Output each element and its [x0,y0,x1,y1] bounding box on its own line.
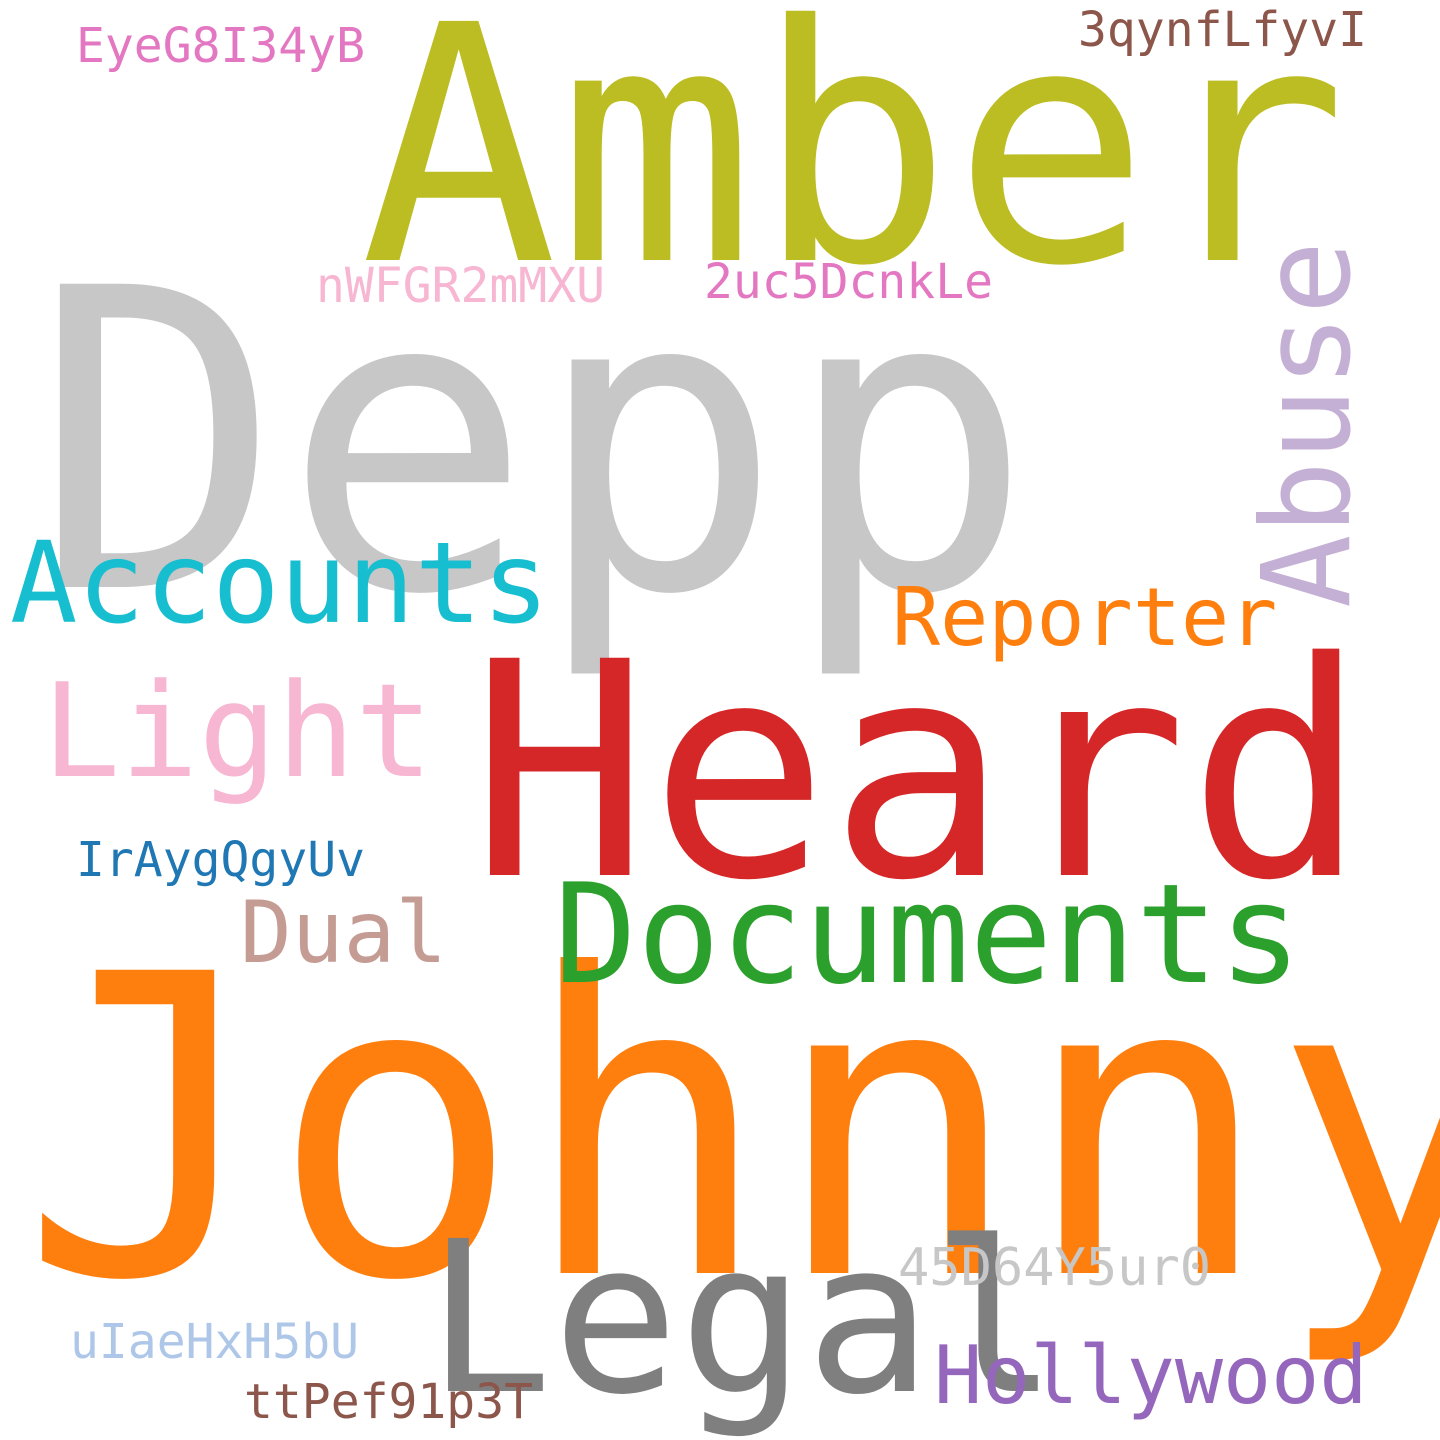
word-depp: Depp [32,202,1034,686]
word-iraygqgyuv: IrAygQgyUv [76,832,365,888]
word-uiaehxh5bu: uIaeHxH5bU [70,1314,359,1370]
word-ttpef91p3t: ttPef91p3T [244,1374,533,1430]
word-light: Light [42,655,434,807]
word-amber: Amber [360,0,1348,338]
word-abuse: Abuse [1236,240,1378,608]
word-hollywood: Hollywood [934,1329,1368,1422]
word-reporter: Reporter [892,571,1278,664]
word-documents: Documents [554,854,1302,1015]
word-dual: Dual [240,883,448,983]
word-eyeg8i34yb: EyeG8I34yB [76,18,365,74]
word-legal: Legal [426,1196,1059,1440]
word-3qynflfyvi: 3qynfLfyvI [1078,2,1367,58]
word-2uc5dcnkle: 2uc5DcnkLe [704,254,993,310]
word-accounts: Accounts [10,519,550,649]
word-heard: Heard [470,599,1368,946]
word-45d64y5ur0: 45D64Y5ur0 [898,1238,1212,1298]
word-johnny: Johnny [20,888,1440,1372]
word-nwfgr2mmxu: nWFGR2mMXU [316,258,605,314]
